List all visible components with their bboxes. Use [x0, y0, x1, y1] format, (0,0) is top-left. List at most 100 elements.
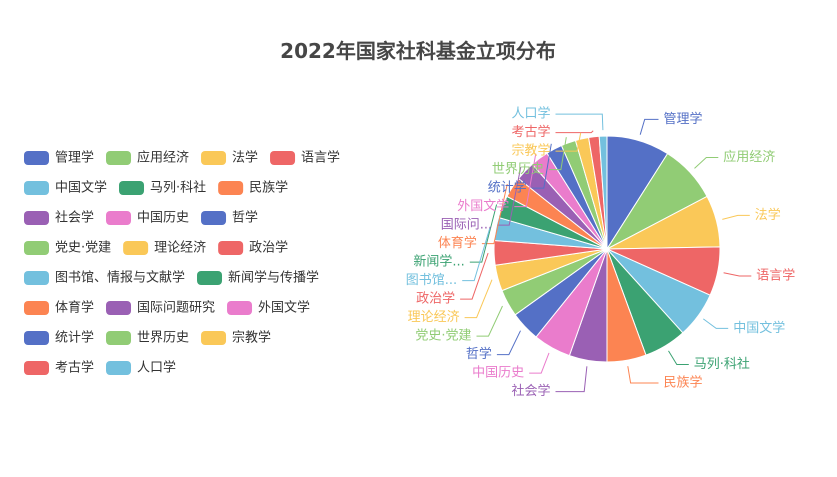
slice-3-label: 法学: [755, 207, 781, 223]
legend-swatch-8: [24, 211, 49, 225]
legend-label-6: 马列·科社: [150, 180, 206, 196]
legend-label-16: 体育学: [55, 300, 94, 316]
slice-9-leader-line: [529, 352, 550, 374]
legend-swatch-2: [106, 151, 132, 165]
slice-6-leader-line: [668, 350, 689, 365]
legend-item-17[interactable]: 国际问题研究: [106, 301, 215, 316]
legend-swatch-18: [227, 301, 253, 315]
slice-16-leader-line: [481, 183, 508, 245]
legend-label-2: 应用经济: [137, 150, 189, 166]
slice-10-label: 哲学: [466, 346, 492, 362]
legend-swatch-11: [24, 241, 49, 255]
legend-swatch-17: [106, 301, 132, 315]
slice-19-leader-line: [531, 143, 552, 189]
legend-swatch-9: [106, 211, 132, 225]
slice-1-leader-line: [639, 118, 659, 135]
legend-item-5[interactable]: 中国文学: [24, 180, 107, 196]
legend-label-14: 图书馆、情报与文献学: [55, 270, 185, 286]
slice-14-label: 图书馆...: [406, 273, 457, 288]
legend-label-4: 语言学: [301, 150, 340, 166]
slice-3-leader-line: [722, 214, 750, 220]
legend-item-2[interactable]: 应用经济: [106, 150, 189, 166]
legend-item-16[interactable]: 体育学: [24, 300, 94, 316]
slice-14-leader-line: [462, 227, 491, 282]
slice-21-label: 宗教学: [511, 143, 550, 159]
legend-label-3: 法学: [232, 150, 258, 166]
slice-20-leader-line: [548, 137, 567, 171]
legend-swatch-14: [24, 271, 49, 285]
legend-swatch-1: [24, 151, 49, 165]
chart-title: 2022年国家社科基金立项分布: [280, 39, 556, 63]
legend-label-19: 统计学: [55, 330, 94, 346]
slice-6-label: 马列·科社: [694, 356, 750, 372]
legend-item-23[interactable]: 人口学: [106, 360, 176, 376]
legend-item-21[interactable]: 宗教学: [201, 330, 271, 346]
slice-23-wedge[interactable]: [598, 135, 608, 250]
slice-13-label: 政治学: [416, 291, 455, 307]
slice-18-label: 外国文学: [457, 198, 509, 214]
legend-swatch-6: [119, 181, 145, 195]
legend-label-15: 新闻学与传播学: [228, 270, 319, 286]
slice-15-label: 新闻学...: [413, 254, 464, 270]
legend-label-23: 人口学: [137, 360, 176, 376]
legend-item-3[interactable]: 法学: [201, 150, 258, 166]
legend-label-20: 世界历史: [137, 331, 189, 346]
slice-11-leader-line: [476, 305, 503, 337]
slice-17-label: 国际问...: [441, 218, 492, 233]
slice-5-leader-line: [703, 318, 729, 329]
legend-item-13[interactable]: 政治学: [218, 240, 288, 256]
legend-swatch-12: [123, 241, 149, 255]
legend-item-22[interactable]: 考古学: [24, 360, 94, 376]
legend-item-11[interactable]: 党史·党建: [24, 241, 111, 256]
slice-23-label: 人口学: [511, 106, 550, 122]
legend-label-22: 考古学: [55, 360, 94, 376]
legend-label-11: 党史·党建: [55, 241, 111, 256]
slice-23-leader-line: [555, 113, 604, 131]
legend-swatch-4: [270, 151, 296, 165]
legend-item-1[interactable]: 管理学: [24, 150, 94, 166]
slice-8-label: 社会学: [511, 383, 550, 399]
slice-10-leader-line: [496, 330, 521, 356]
legend-swatch-10: [201, 211, 227, 225]
legend-swatch-3: [201, 151, 227, 165]
legend-item-8[interactable]: 社会学: [24, 210, 94, 226]
legend-swatch-19: [24, 331, 49, 345]
legend-item-19[interactable]: 统计学: [24, 330, 94, 346]
slice-4-label: 语言学: [756, 268, 795, 284]
legend-swatch-5: [24, 181, 49, 195]
slice-12-leader-line: [464, 279, 493, 319]
legend-item-7[interactable]: 民族学: [218, 180, 288, 196]
legend-item-9[interactable]: 中国历史: [106, 211, 189, 226]
slice-12-label: 理论经济: [408, 310, 460, 325]
legend-item-10[interactable]: 哲学: [201, 210, 258, 226]
legend-item-15[interactable]: 新闻学与传播学: [197, 270, 319, 286]
legend-swatch-16: [24, 301, 49, 315]
slice-22-label: 考古学: [511, 124, 550, 140]
slice-9-label: 中国历史: [472, 366, 524, 381]
slice-19-label: 统计学: [488, 180, 527, 196]
legend-label-5: 中国文学: [55, 180, 107, 196]
slice-17-leader-line: [497, 166, 522, 226]
legend-item-12[interactable]: 理论经济: [123, 241, 206, 256]
legend-item-6[interactable]: 马列·科社: [119, 180, 206, 196]
label-leader-lines: [460, 113, 752, 393]
legend-label-18: 外国文学: [258, 300, 310, 316]
legend-label-13: 政治学: [249, 240, 288, 256]
legend-swatch-22: [24, 361, 49, 375]
legend-item-14[interactable]: 图书馆、情报与文献学: [24, 270, 185, 286]
legend-swatch-15: [197, 271, 223, 285]
legend-label-8: 社会学: [55, 210, 94, 226]
legend-swatch-21: [201, 331, 227, 345]
slice-7-leader-line: [627, 366, 659, 384]
slice-11-label: 党史·党建: [415, 329, 471, 344]
legend-item-20[interactable]: 世界历史: [106, 331, 189, 346]
legend-item-18[interactable]: 外国文学: [227, 300, 310, 316]
legend-label-10: 哲学: [232, 210, 258, 226]
legend-label-1: 管理学: [55, 150, 94, 166]
legend-item-4[interactable]: 语言学: [270, 150, 340, 166]
legend-label-7: 民族学: [249, 180, 288, 196]
slice-1-label: 管理学: [664, 111, 703, 127]
